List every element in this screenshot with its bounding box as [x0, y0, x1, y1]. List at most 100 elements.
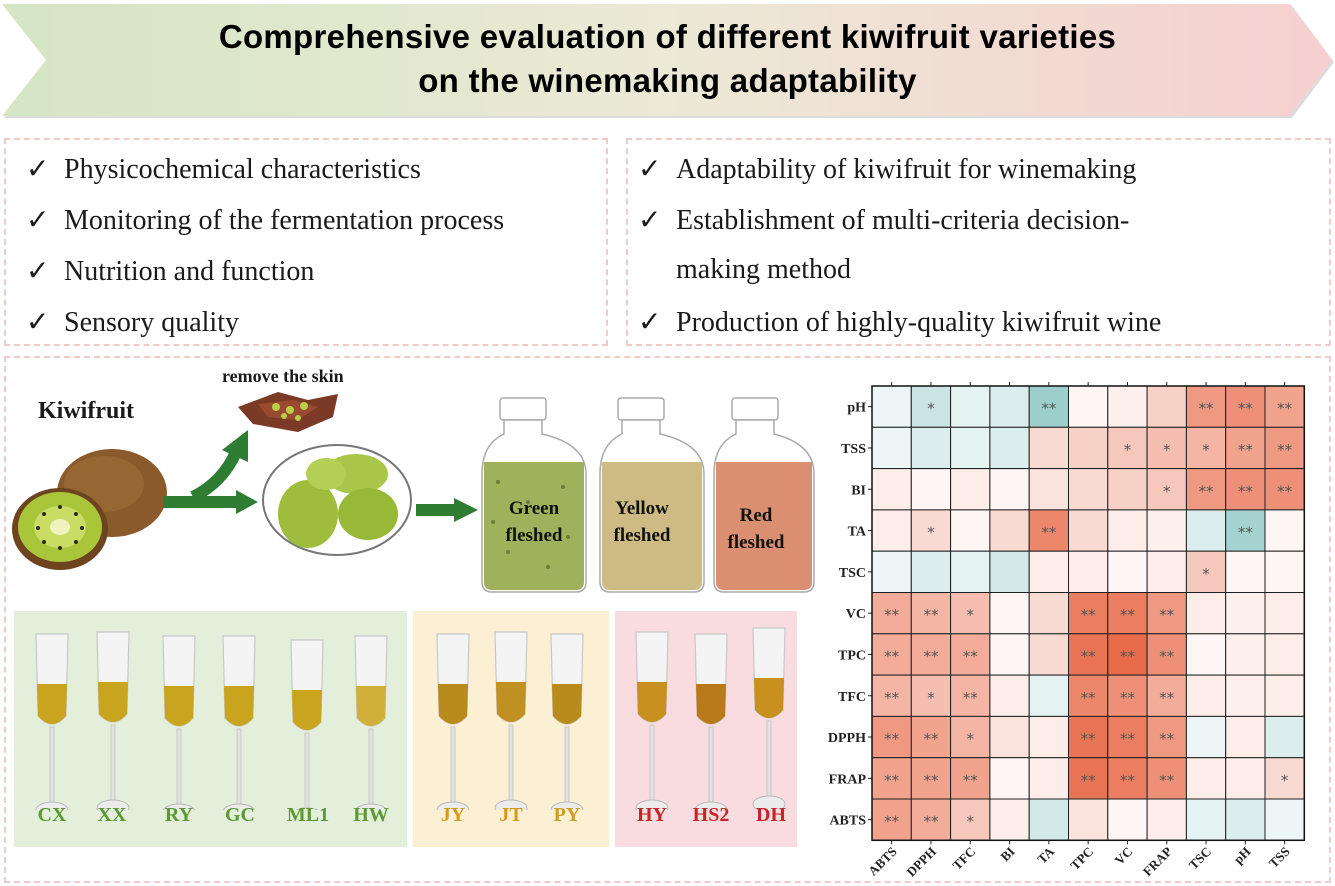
significance-mark: ** [1238, 441, 1254, 459]
wine-glass-icon [436, 633, 470, 810]
heatmap-cell [989, 550, 1030, 593]
row-label: BI [851, 483, 866, 498]
wine-glasses [35, 627, 786, 810]
bottom-panel-box [4, 356, 1331, 883]
column-label: TPC [1067, 844, 1096, 873]
significance-mark: * [967, 730, 975, 748]
wine-label: HS2 [692, 804, 730, 826]
heatmap-cell [1264, 798, 1305, 841]
left-list-item: ✓ Sensory quality [26, 307, 239, 338]
significance-mark: ** [1199, 400, 1215, 418]
column-label: TSS [1266, 844, 1293, 871]
process-illustration [12, 392, 815, 593]
wine-glass-icon [96, 631, 130, 810]
column-label: pH [1231, 844, 1254, 867]
heatmap-cell [1107, 550, 1148, 593]
heatmap-cell [1225, 633, 1266, 676]
correlation-heatmap: * ** ** ** **pH* * * ** **TSS* ** ** **BI* ** **TA*TS… [828, 382, 1306, 879]
heatmap-cell [1068, 592, 1109, 635]
wine-label: CX [37, 804, 67, 826]
significance-mark: ** [1159, 771, 1175, 789]
heatmap-cell [1068, 715, 1109, 759]
heatmap-cell [1107, 674, 1148, 717]
check-icon: ✓ [26, 205, 50, 236]
wine-label: GC [225, 804, 255, 826]
significance-mark: ** [1081, 689, 1097, 707]
heatmap-cell [910, 757, 952, 800]
heatmap-cell [1068, 385, 1109, 428]
significance-mark: * [1163, 482, 1171, 500]
heatmap-cell [1107, 757, 1148, 800]
significance-mark: * [1163, 441, 1171, 459]
wine-glass-icon [694, 633, 728, 810]
column-label: FRAP [1140, 844, 1175, 879]
heatmap-cell [1068, 798, 1109, 841]
heatmap-cell [1185, 674, 1227, 717]
significance-mark: * [927, 400, 935, 418]
title-line-1: Comprehensive evaluation of different ki… [218, 18, 1117, 55]
left-list-box [4, 138, 608, 346]
heatmap-cell [1068, 550, 1109, 593]
significance-mark: * [967, 813, 975, 831]
heatmap-cell [1225, 715, 1266, 759]
heatmap-cell [1068, 509, 1109, 552]
heatmap-cell [1264, 715, 1305, 759]
jar-green [481, 397, 587, 593]
heatmap-cell [1068, 633, 1109, 676]
heatmap-cell [871, 550, 912, 593]
heatmap-cell [871, 385, 912, 428]
heatmap-cell [989, 509, 1030, 552]
significance-mark: * [967, 606, 975, 624]
heatmap-cell [1146, 385, 1187, 428]
right-list-item: ✓ Production of highly-quality kiwifruit … [638, 307, 1162, 338]
significance-mark: ** [1238, 400, 1254, 418]
heatmap-cell [950, 468, 991, 511]
significance-mark: ** [1120, 689, 1136, 707]
heatmap-cell [871, 509, 912, 552]
heatmap-cell [989, 468, 1030, 511]
jar-red [713, 397, 815, 593]
significance-mark: ** [1277, 400, 1293, 418]
significance-mark: ** [963, 689, 979, 707]
wine-glass-icon [550, 633, 584, 810]
right-list-item: ✓ Adaptability of kiwifruit for winemakin… [638, 154, 1137, 185]
significance-mark: ** [1159, 689, 1175, 707]
heatmap-cell [1028, 468, 1069, 511]
heatmap-cell [1107, 426, 1148, 470]
heatmap-cell [1028, 426, 1069, 470]
heatmap-cell [1264, 509, 1305, 552]
heatmap-cell [989, 715, 1030, 759]
heatmap-cell [1185, 633, 1227, 676]
significance-mark: ** [923, 606, 939, 624]
heatmap-cell [989, 633, 1030, 676]
significance-mark: ** [923, 771, 939, 789]
heatmap-cell [910, 633, 952, 676]
column-label: TA [1034, 843, 1057, 866]
heatmap-cell [1107, 592, 1148, 635]
heatmap-cell [871, 715, 912, 759]
significance-mark: * [1281, 771, 1289, 789]
significance-mark: * [927, 524, 935, 542]
significance-mark: ** [884, 689, 900, 707]
column-label: TSC [1186, 844, 1214, 872]
heatmap-cell [1107, 385, 1148, 428]
check-icon: ✓ [26, 307, 50, 338]
heatmap-cell [950, 715, 991, 759]
heatmap-cell [910, 509, 952, 552]
significance-mark: ** [1041, 524, 1057, 542]
heatmap-cell [910, 798, 952, 841]
wine-glass-icon [222, 635, 256, 810]
wine-label: JT [499, 804, 523, 826]
heatmap-cell [1068, 468, 1109, 511]
kiwi-skin-icon [238, 392, 338, 432]
column-label: ABTS [865, 844, 900, 879]
row-label: ABTS [829, 814, 866, 829]
row-label: FRAP [829, 772, 867, 787]
significance-mark: ** [1081, 771, 1097, 789]
left-list-item: ✓ Physicochemical characteristics [26, 154, 421, 185]
heatmap-cell [910, 550, 952, 593]
row-label: TPC [838, 648, 866, 663]
check-icon: ✓ [638, 307, 662, 338]
jar-yellow [599, 397, 705, 593]
heatmap-cell [1264, 633, 1305, 676]
